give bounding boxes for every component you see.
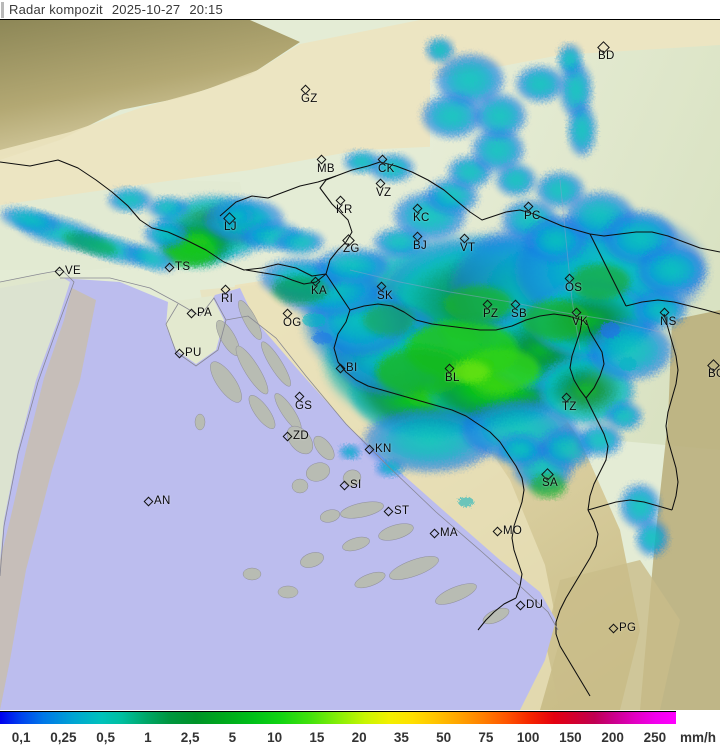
legend-unit-label: mm/h xyxy=(679,729,716,745)
title-bar-grip xyxy=(1,1,4,18)
radar-map-canvas[interactable]: VE GZ BD MB CK VZ KR KC LJ PC BJ ZG VT TS RI KA OS SK PA OG… xyxy=(0,20,720,710)
legend-tick: 35 xyxy=(393,729,409,745)
page-title: Radar kompozit 2025-10-27 20:15 xyxy=(9,2,223,17)
legend-tick: 1 xyxy=(144,729,152,745)
legend-tick: 75 xyxy=(478,729,494,745)
map-graphics xyxy=(0,20,720,710)
legend-tick: 150 xyxy=(559,729,582,745)
country-borders xyxy=(0,159,720,697)
legend-tick-labels: 0,1 0,25 0,5 1 2,5 5 10 15 20 35 50 75 100 150 200 250 m… xyxy=(0,726,720,748)
legend-tick: 2,5 xyxy=(180,729,200,745)
legend-tick: 15 xyxy=(309,729,325,745)
legend-tick: 200 xyxy=(601,729,624,745)
legend-tick: 0,1 xyxy=(11,729,31,745)
legend-tick: 0,5 xyxy=(96,729,116,745)
legend-tick: 20 xyxy=(351,729,367,745)
title-bar: Radar kompozit 2025-10-27 20:15 xyxy=(0,0,720,20)
legend-tick: 10 xyxy=(267,729,283,745)
coastline xyxy=(0,269,559,631)
legend-tick: 5 xyxy=(228,729,237,745)
precipitation-colorbar xyxy=(0,711,676,724)
legend-tick: 250 xyxy=(643,729,667,745)
legend-tick: 0,25 xyxy=(50,729,77,745)
legend-tick: 50 xyxy=(436,729,452,745)
colorbar-wrap xyxy=(0,710,676,724)
legend-tick: 100 xyxy=(516,729,540,745)
legend: 0,1 0,25 0,5 1 2,5 5 10 15 20 35 50 75 100 150 200 250 m… xyxy=(0,710,720,751)
